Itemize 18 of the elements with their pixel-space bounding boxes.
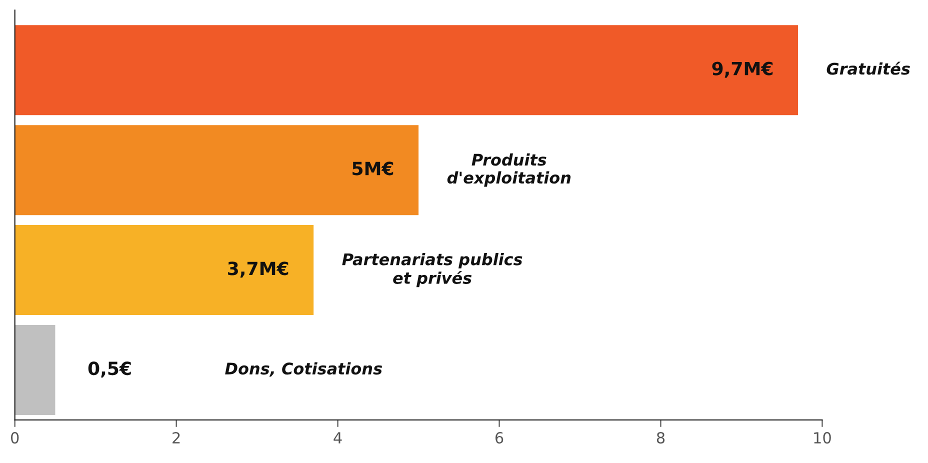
bar [14,325,56,415]
x-tick-label: 10 [814,432,831,444]
x-tick-label: 2 [172,432,180,444]
x-tick-label: 6 [495,432,504,444]
y-tick-label: Gratuités [826,62,910,75]
bar [14,125,419,216]
bar [14,225,314,316]
y-tick-label: Partenariats publics et privés [342,252,522,288]
x-tick-label: 4 [334,432,342,444]
y-tick-label: Produits d'exploitation [447,153,571,187]
x-tick-label: 0 [10,432,19,444]
data-label: 9,7M€ [712,62,773,78]
bar [14,25,798,116]
data-label: 3,7M€ [228,262,288,278]
x-tick-label: 8 [656,432,665,444]
data-label: 0,5€ [88,362,131,378]
data-label: 5M€ [352,162,394,176]
y-tick-label: Dons, Cotisations [225,362,382,377]
